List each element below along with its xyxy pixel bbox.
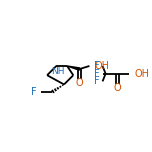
- Text: F: F: [94, 76, 99, 86]
- Polygon shape: [67, 66, 80, 70]
- Text: OH: OH: [134, 69, 149, 79]
- Text: O: O: [113, 83, 121, 93]
- Text: NH: NH: [51, 67, 65, 76]
- Text: OH: OH: [95, 61, 110, 71]
- Text: F: F: [31, 87, 37, 97]
- Text: F: F: [94, 69, 99, 79]
- Text: O: O: [76, 78, 83, 88]
- Text: F: F: [94, 61, 99, 71]
